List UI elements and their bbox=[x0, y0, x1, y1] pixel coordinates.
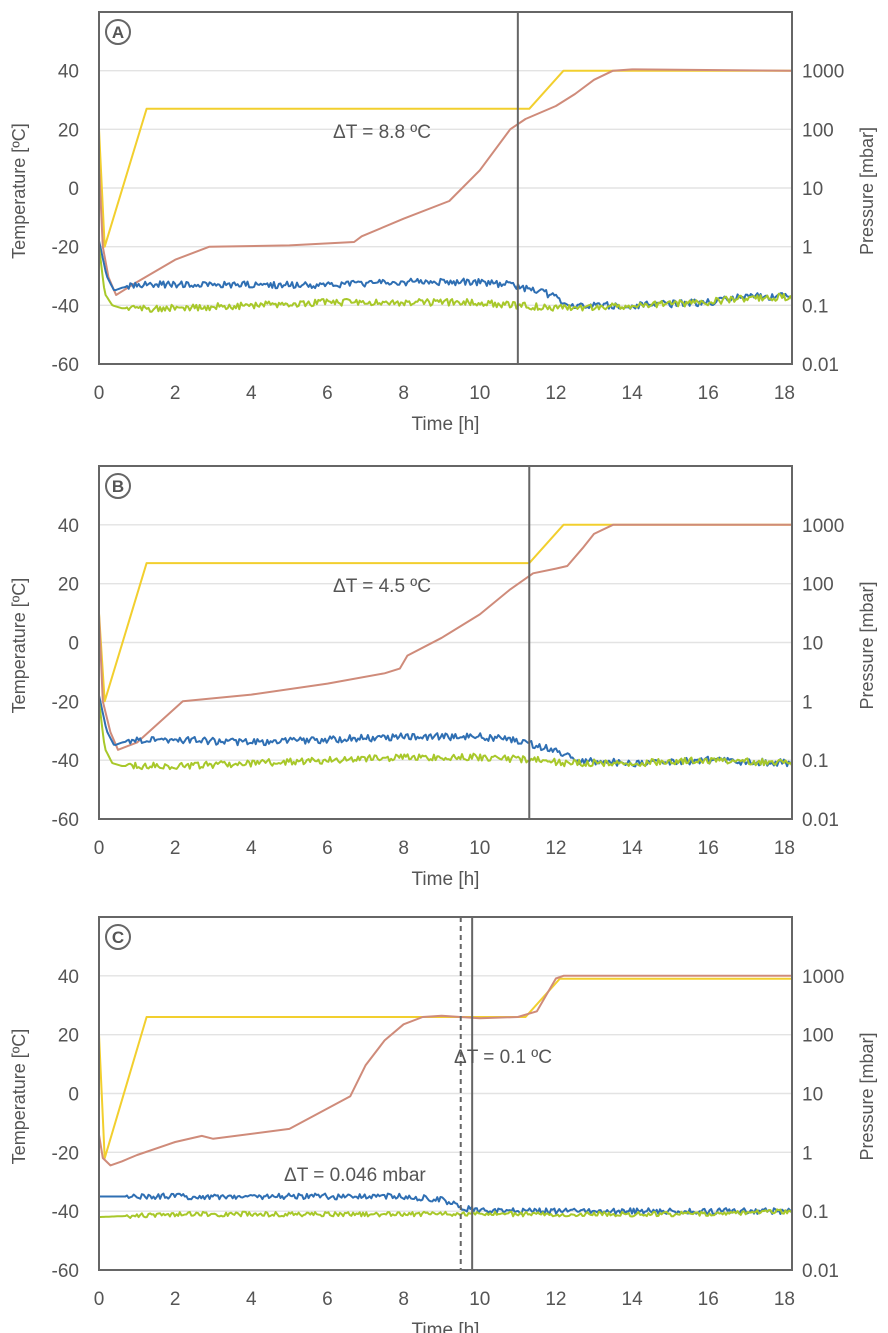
x-tick-label: 10 bbox=[469, 383, 490, 404]
x-tick-label: 12 bbox=[545, 838, 566, 859]
x-tick-label: 2 bbox=[170, 838, 181, 859]
x-tick-label: 8 bbox=[398, 383, 409, 404]
x-tick-label: 6 bbox=[322, 838, 333, 859]
x-tick-label: 0 bbox=[94, 838, 105, 859]
x-tick-label: 12 bbox=[545, 383, 566, 404]
y-tick-label: -40 bbox=[52, 296, 79, 317]
y2-tick-label: 10 bbox=[802, 179, 823, 200]
y2-tick-label: 0.1 bbox=[802, 1202, 828, 1223]
series-line-product-temperature-2 bbox=[99, 247, 792, 312]
chart-panel-a: A -60 -40 -20 0 20 40 0.01 0.1 1 10 100 1000 0 2 4 6 8 10 1… bbox=[9, 12, 877, 435]
y2-tick-label: 0.1 bbox=[802, 751, 828, 772]
x-tick-label: 4 bbox=[246, 383, 257, 404]
panel-label: C bbox=[112, 928, 124, 947]
series-line-chamber-pressure bbox=[99, 525, 792, 750]
y2-tick-label: 1000 bbox=[802, 516, 844, 537]
y-tick-label: 40 bbox=[58, 967, 79, 988]
delta-t-annotation: ΔT = 8.8 ºC bbox=[333, 122, 431, 143]
chart-panel-b: B -60 -40 -20 0 20 40 0.01 0.1 1 10 100 1000 0 2 4 6 8 10 1… bbox=[9, 466, 877, 890]
panel-label-badge: C bbox=[106, 925, 130, 949]
y2-tick-label: 1 bbox=[802, 1143, 813, 1164]
x-tick-label: 16 bbox=[698, 383, 719, 404]
series-line-shelf-temperature bbox=[99, 71, 792, 247]
y-tick-label: 0 bbox=[68, 1085, 79, 1106]
y-tick-label: -20 bbox=[52, 238, 79, 259]
x-tick-label: 2 bbox=[170, 1289, 181, 1310]
x-axis-title: Time [h] bbox=[412, 1320, 480, 1333]
x-tick-label: 6 bbox=[322, 383, 333, 404]
y2-tick-label: 100 bbox=[802, 1026, 834, 1047]
x-tick-label: 8 bbox=[398, 838, 409, 859]
x-tick-label: 8 bbox=[398, 1289, 409, 1310]
y-tick-label: -60 bbox=[52, 810, 79, 831]
y-tick-label: 0 bbox=[68, 634, 79, 655]
y2-tick-label: 1000 bbox=[802, 967, 844, 988]
x-tick-label: 14 bbox=[622, 838, 644, 859]
series-line-product-temperature-1 bbox=[99, 241, 792, 309]
delta-t-annotation: ΔT = 4.5 ºC bbox=[333, 576, 431, 597]
y2-tick-label: 0.01 bbox=[802, 810, 839, 831]
x-tick-label: 18 bbox=[774, 1289, 795, 1310]
y-tick-label: 0 bbox=[68, 179, 79, 200]
y-axis-title: Temperature [ºC] bbox=[9, 1029, 29, 1165]
y2-tick-label: 1 bbox=[802, 238, 813, 259]
panel-label: B bbox=[112, 477, 124, 496]
x-axis-title: Time [h] bbox=[412, 414, 480, 435]
y-tick-label: -40 bbox=[52, 1202, 79, 1223]
series-line-chamber-pressure bbox=[99, 976, 792, 1166]
x-tick-label: 14 bbox=[622, 1289, 644, 1310]
x-tick-label: 12 bbox=[545, 1289, 566, 1310]
x-tick-label: 16 bbox=[698, 838, 719, 859]
x-tick-label: 6 bbox=[322, 1289, 333, 1310]
x-tick-label: 18 bbox=[774, 838, 795, 859]
delta-p-annotation: ΔT = 0.046 mbar bbox=[284, 1165, 426, 1186]
y2-tick-label: 0.01 bbox=[802, 355, 839, 376]
y2-axis-title: Pressure [mbar] bbox=[857, 1032, 877, 1160]
x-tick-label: 4 bbox=[246, 838, 257, 859]
y2-tick-label: 10 bbox=[802, 634, 823, 655]
y-tick-label: 40 bbox=[58, 62, 79, 83]
y-tick-label: -60 bbox=[52, 355, 79, 376]
panel-label-badge: A bbox=[106, 20, 130, 44]
y2-tick-label: 100 bbox=[802, 575, 834, 596]
x-tick-label: 10 bbox=[469, 838, 490, 859]
y2-tick-label: 1 bbox=[802, 692, 813, 713]
y2-tick-label: 10 bbox=[802, 1085, 823, 1106]
y2-axis-title: Pressure [mbar] bbox=[857, 127, 877, 255]
y2-tick-label: 100 bbox=[802, 120, 834, 141]
y-tick-label: -20 bbox=[52, 1143, 79, 1164]
x-tick-label: 4 bbox=[246, 1289, 257, 1310]
x-tick-label: 14 bbox=[622, 383, 644, 404]
x-tick-label: 10 bbox=[469, 1289, 490, 1310]
series-line-product-temperature-1 bbox=[99, 696, 792, 767]
chart-panel-c: C -60 -40 -20 0 20 40 0.01 0.1 1 10 100 1000 0 2 4 6 8 10 1… bbox=[9, 917, 877, 1333]
y-axis-title: Temperature [ºC] bbox=[9, 578, 29, 714]
x-tick-label: 0 bbox=[94, 383, 105, 404]
y-tick-label: 40 bbox=[58, 516, 79, 537]
y-tick-label: 20 bbox=[58, 575, 79, 596]
y2-axis-title: Pressure [mbar] bbox=[857, 581, 877, 709]
series-line-chamber-pressure bbox=[99, 69, 792, 295]
x-tick-label: 18 bbox=[774, 383, 795, 404]
panel-label-badge: B bbox=[106, 474, 130, 498]
x-tick-label: 2 bbox=[170, 383, 181, 404]
delta-t-annotation: ΔT = 0.1 ºC bbox=[454, 1047, 552, 1068]
x-tick-label: 16 bbox=[698, 1289, 719, 1310]
y2-tick-label: 0.01 bbox=[802, 1261, 839, 1282]
y-tick-label: -20 bbox=[52, 692, 79, 713]
panel-label: A bbox=[112, 23, 124, 42]
series-line-shelf-temperature bbox=[99, 979, 792, 1158]
y2-tick-label: 1000 bbox=[802, 62, 844, 83]
y2-tick-label: 0.1 bbox=[802, 296, 828, 317]
series-line-shelf-temperature bbox=[99, 525, 792, 702]
x-tick-label: 0 bbox=[94, 1289, 105, 1310]
y-tick-label: 20 bbox=[58, 1026, 79, 1047]
x-axis-title: Time [h] bbox=[412, 869, 480, 890]
y-tick-label: -40 bbox=[52, 751, 79, 772]
y-tick-label: 20 bbox=[58, 120, 79, 141]
y-axis-title: Temperature [ºC] bbox=[9, 123, 29, 259]
y-tick-label: -60 bbox=[52, 1261, 79, 1282]
